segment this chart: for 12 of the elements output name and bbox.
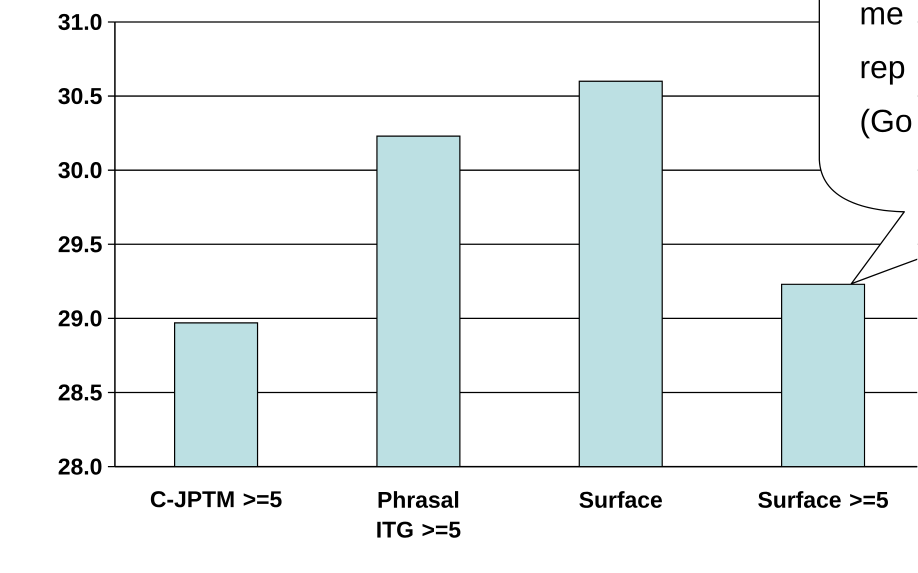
x-tick-label: Surface >=5 [758,491,888,508]
y-tick-label: 30.0 [58,162,102,179]
y-tick-label: 30.5 [58,88,102,104]
y-tick-label: 29.0 [58,310,102,327]
annotation: me rep (Go [861,7,912,139]
y-tick-label: 28.5 [58,384,102,401]
y-tick-label: 31.0 [58,14,102,30]
x-tick-label: C-JPTM >=5 [150,491,282,508]
y-tick-label: 28.0 [58,458,102,475]
x-tick-label: Surface [579,491,662,508]
y-tick-label: 29.5 [58,236,102,253]
x-tick-label: Phrasal ITG >=5 [377,491,460,538]
